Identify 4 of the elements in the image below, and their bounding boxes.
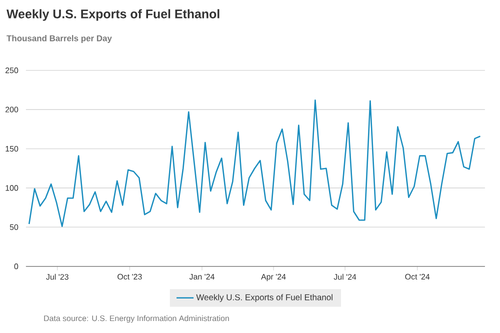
line-series [28,100,481,228]
chart-subtitle: Thousand Barrels per Day [6,35,112,43]
chart-title: Weekly U.S. Exports of Fuel Ethanol [6,9,220,21]
legend-label: Weekly U.S. Exports of Fuel Ethanol [196,294,332,302]
